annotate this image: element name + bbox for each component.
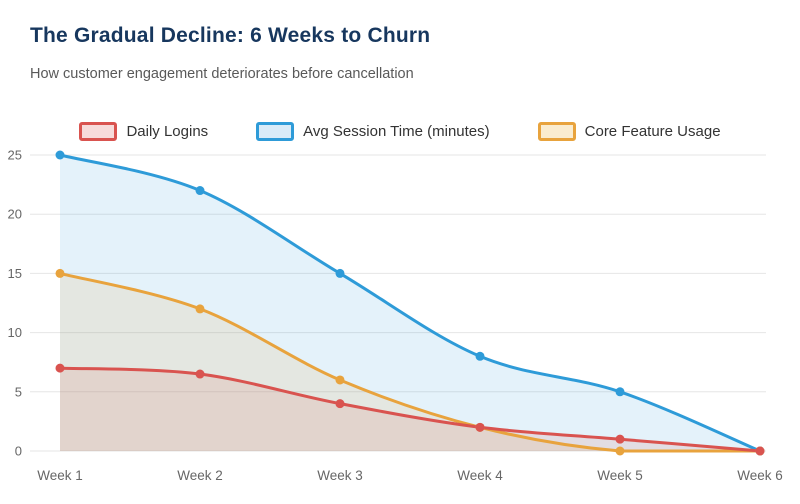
- chart-area: 0 5 10 15 20 25 Week 1 Week 2 Week 3 Week 4 Week 5…: [0, 140, 800, 504]
- data-point-daily-logins: [335, 399, 345, 409]
- data-point-daily-logins: [55, 363, 65, 373]
- legend-label: Avg Session Time (minutes): [303, 123, 490, 140]
- data-point-core-feature-usage: [615, 446, 625, 456]
- y-axis-tick-label: 5: [15, 384, 22, 399]
- y-axis-tick-label: 10: [8, 325, 22, 340]
- series-area-avg-session-time-minutes: [60, 155, 760, 451]
- data-point-avg-session-time-minutes: [615, 387, 625, 397]
- x-axis-tick-label: Week 4: [457, 468, 503, 483]
- legend-item-core-feature-usage[interactable]: Core Feature Usage: [537, 122, 721, 141]
- series-area-daily-logins: [60, 368, 760, 451]
- data-point-daily-logins: [755, 446, 765, 456]
- x-axis-tick-label: Week 5: [597, 468, 643, 483]
- y-axis-tick-label: 20: [8, 207, 22, 222]
- x-axis-tick-label: Week 3: [317, 468, 363, 483]
- data-point-avg-session-time-minutes: [195, 186, 205, 196]
- data-point-avg-session-time-minutes: [55, 150, 65, 160]
- data-point-daily-logins: [195, 369, 205, 379]
- legend-swatch-core-feature-usage: [537, 122, 576, 141]
- legend-item-daily-logins[interactable]: Daily Logins: [79, 122, 208, 141]
- chart-legend: Daily Logins Avg Session Time (minutes) Co…: [0, 122, 800, 141]
- data-point-core-feature-usage: [335, 375, 345, 385]
- data-point-daily-logins: [615, 434, 625, 444]
- y-axis-tick-label: 0: [15, 444, 22, 459]
- page-title: The Gradual Decline: 6 Weeks to Churn: [30, 24, 431, 47]
- x-axis-tick-label: Week 1: [37, 468, 83, 483]
- series-line-core-feature-usage: [58, 271, 762, 453]
- x-axis-tick-label: Week 6: [737, 468, 783, 483]
- legend-swatch-avg-session-time-minutes: [256, 122, 295, 141]
- data-point-avg-session-time-minutes: [475, 351, 485, 361]
- series-line-daily-logins: [58, 366, 762, 453]
- y-axis-tick-label: 15: [8, 266, 22, 281]
- series-line-avg-session-time-minutes: [58, 153, 762, 453]
- series-area-core-feature-usage: [60, 273, 760, 451]
- line-chart: 0 5 10 15 20 25 Week 1 Week 2 Week 3 Week 4 Week 5…: [8, 148, 783, 484]
- data-point-core-feature-usage: [195, 304, 205, 314]
- y-axis-tick-label: 25: [8, 148, 22, 163]
- legend-label: Core Feature Usage: [584, 123, 721, 140]
- legend-swatch-daily-logins: [79, 122, 118, 141]
- legend-item-avg-session-time-minutes[interactable]: Avg Session Time (minutes): [256, 122, 490, 141]
- data-point-core-feature-usage: [55, 268, 65, 278]
- x-axis-tick-label: Week 2: [177, 468, 223, 483]
- legend-label: Daily Logins: [126, 123, 209, 140]
- data-point-avg-session-time-minutes: [335, 268, 345, 278]
- page-subtitle: How customer engagement deteriorates bef…: [30, 66, 414, 82]
- data-point-daily-logins: [475, 422, 485, 432]
